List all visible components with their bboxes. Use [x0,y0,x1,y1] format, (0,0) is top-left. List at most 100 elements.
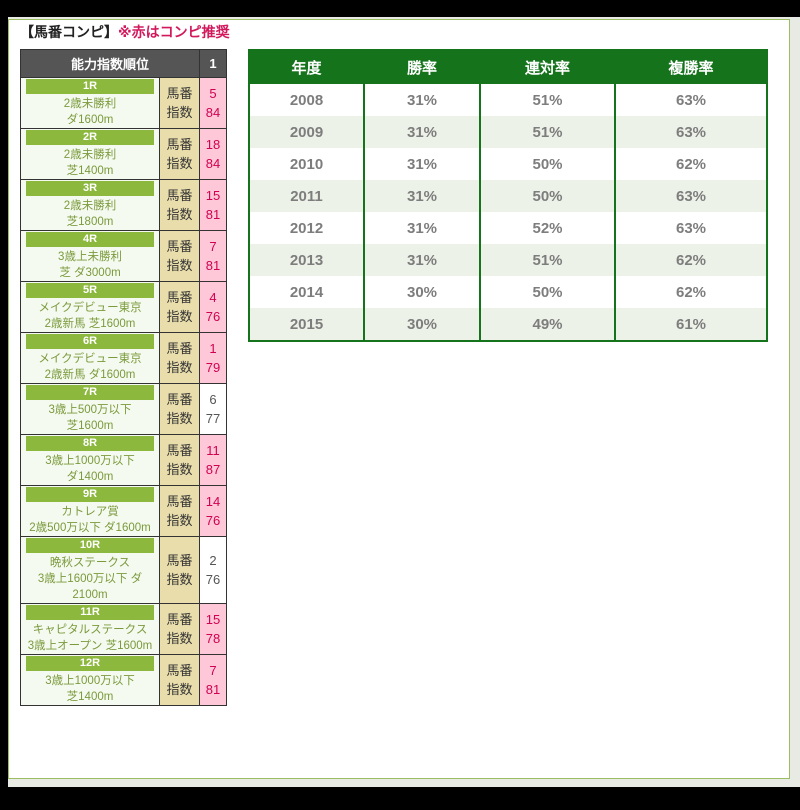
race-row-2r: 2R 2歳未勝利 芝1400m 馬番 指数 18 84 [20,128,228,180]
race-number-badge: 3R [26,181,154,196]
win-rate-value: 31% [363,84,481,116]
race-name: キャピタルステークス [32,624,148,636]
show-rate-value: 63% [614,84,768,116]
race-course: 芝 ダ3000m [59,267,121,279]
year-value: 2008 [248,84,365,116]
race-row-4r: 4R 3歳上未勝利 芝 ダ3000m 馬番 指数 7 81 [20,230,228,282]
shisu-value: 81 [205,258,221,273]
race-course: 2歳新馬 ダ1600m [44,369,136,381]
race-table-header: 能力指数順位 [19,49,201,78]
umaban-shisu-label: 馬番 指数 [158,536,201,604]
race-course: 2100m [72,589,108,601]
stats-header-win-rate: 勝率 [363,50,481,84]
race-condition: メイクデビュー東京 [38,353,142,365]
race-number-badge: 7R [26,385,154,400]
umaban-value: 14 [205,494,221,509]
race-row-3r: 3R 2歳未勝利 芝1800m 馬番 指数 15 81 [20,179,228,231]
shisu-value: 81 [205,682,221,697]
umaban-shisu-value: 1 79 [199,332,228,384]
umaban-shisu-value: 7 81 [199,230,228,282]
quinella-rate-value: 50% [479,180,616,212]
umaban-shisu-value: 5 84 [199,77,228,129]
race-info-cell: 5R メイクデビュー東京 2歳新馬 芝1600m [20,281,160,333]
race-number-badge: 12R [26,656,154,671]
page-title: 【馬番コンピ】 [20,24,118,40]
race-course: ダ1600m [66,114,114,126]
year-value: 2011 [248,180,365,212]
umaban-value: 7 [209,239,217,254]
race-info-cell: 4R 3歳上未勝利 芝 ダ3000m [20,230,160,282]
race-info-cell: 6R メイクデビュー東京 2歳新馬 ダ1600m [20,332,160,384]
umaban-value: 11 [206,443,220,458]
yearly-stats-table: 年度 勝率 連対率 複勝率 2008 31% 51% 63% 2009 31% … [248,49,768,342]
race-condition: 3歳上1600万以下 ダ [37,573,143,585]
win-rate-value: 31% [363,244,481,276]
race-course: 芝1400m [66,691,114,703]
quinella-rate-value: 52% [479,212,616,244]
stats-row-2012: 2012 31% 52% 63% [248,212,768,244]
umaban-shisu-value: 14 76 [199,485,228,537]
year-value: 2012 [248,212,365,244]
quinella-rate-value: 51% [479,84,616,116]
umaban-shisu-label: 馬番 指数 [158,383,201,435]
umaban-shisu-label: 馬番 指数 [158,77,201,129]
umaban-shisu-label: 馬番 指数 [158,485,201,537]
race-course: ダ1400m [66,471,114,483]
race-table-header-row: 能力指数順位 1 [19,49,228,78]
umaban-shisu-label: 馬番 指数 [158,230,201,282]
race-number-badge: 9R [26,487,154,502]
race-info-cell: 10R 晩秋ステークス 3歳上1600万以下 ダ 2100m [20,536,160,604]
year-value: 2013 [248,244,365,276]
race-number-badge: 5R [26,283,154,298]
race-info-cell: 3R 2歳未勝利 芝1800m [20,179,160,231]
race-course: 芝1600m [66,420,114,432]
umaban-shisu-label: 馬番 指数 [158,179,201,231]
win-rate-value: 31% [363,212,481,244]
stats-row-2014: 2014 30% 50% 62% [248,276,768,308]
stats-row-2009: 2009 31% 51% 63% [248,116,768,148]
race-number-badge: 2R [26,130,154,145]
race-course: 2歳500万以下 ダ1600m [29,522,151,534]
rank-column-header: 1 [199,49,228,78]
quinella-rate-value: 50% [479,276,616,308]
race-row-1r: 1R 2歳未勝利 ダ1600m 馬番 指数 5 84 [20,77,228,129]
race-row-6r: 6R メイクデビュー東京 2歳新馬 ダ1600m 馬番 指数 1 79 [20,332,228,384]
year-value: 2014 [248,276,365,308]
race-number-badge: 10R [26,538,154,553]
umaban-shisu-label: 馬番 指数 [158,603,201,655]
umaban-shisu-label: 馬番 指数 [158,434,201,486]
race-info-cell: 8R 3歳上1000万以下 ダ1400m [20,434,160,486]
umaban-shisu-value: 15 81 [199,179,228,231]
race-number-badge: 11R [26,605,154,620]
race-condition: 2歳未勝利 [63,200,117,212]
umaban-value: 6 [209,392,217,407]
show-rate-value: 63% [614,116,768,148]
race-row-10r: 10R 晩秋ステークス 3歳上1600万以下 ダ 2100m 馬番 指数 2 7… [20,536,228,604]
recommend-note: ※赤はコンピ推奨 [118,24,230,40]
page-header: 【馬番コンピ】※赤はコンピ推奨 [20,22,230,42]
year-value: 2010 [248,148,365,180]
stats-row-2008: 2008 31% 51% 63% [248,84,768,116]
umaban-shisu-value: 4 76 [199,281,228,333]
race-condition: 3歳上1000万以下 [45,675,135,687]
umaban-value: 15 [205,612,221,627]
shisu-value: 84 [205,105,221,120]
race-number-badge: 4R [26,232,154,247]
race-course: 3歳上オープン 芝1600m [27,640,153,652]
race-info-cell: 11R キャピタルステークス 3歳上オープン 芝1600m [20,603,160,655]
umaban-value: 7 [209,663,217,678]
race-info-cell: 7R 3歳上500万以下 芝1600m [20,383,160,435]
race-row-8r: 8R 3歳上1000万以下 ダ1400m 馬番 指数 11 87 [20,434,228,486]
umaban-shisu-label: 馬番 指数 [158,281,201,333]
stats-row-2013: 2013 31% 51% 62% [248,244,768,276]
race-info-cell: 12R 3歳上1000万以下 芝1400m [20,654,160,706]
race-index-table: 能力指数順位 1 1R 2歳未勝利 ダ1600m 馬番 指数 5 84 [19,49,228,706]
umaban-shisu-value: 7 81 [199,654,228,706]
race-number-badge: 8R [26,436,154,451]
race-condition: メイクデビュー東京 [38,302,142,314]
show-rate-value: 63% [614,212,768,244]
umaban-shisu-value: 18 84 [199,128,228,180]
umaban-value: 15 [205,188,221,203]
race-course: 2歳新馬 芝1600m [44,318,136,330]
